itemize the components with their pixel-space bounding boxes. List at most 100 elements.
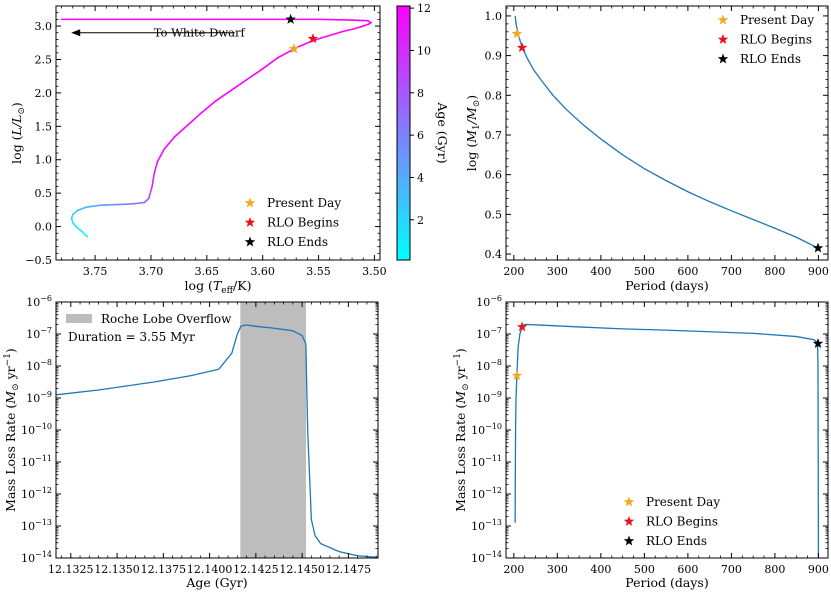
mdot-age-y-tick-label: 10−10: [21, 422, 52, 437]
hr-x-tick-label: 3.50: [362, 265, 387, 278]
mass-period-x-tick-label: 200: [503, 265, 524, 278]
hr-x-axis-label: log (Teff/K): [185, 278, 252, 296]
mdot-period-marker-rlo-ends: [812, 338, 824, 349]
mdot-period-x-tick-label: 900: [808, 563, 829, 576]
hr-track-segment: [362, 23, 370, 27]
mdot-period-ticks: 200 300 400 500 600 700 800 900 10−14 10−13 10−12 1…: [471, 294, 829, 576]
hr-y-tick-label: 2.5: [35, 53, 53, 66]
mdot-period-x-tick-label: 400: [590, 563, 611, 576]
hr-track-segment: [153, 160, 159, 174]
hr-x-tick-label: 3.75: [83, 265, 108, 278]
mdot-period-x-axis-label: Period (days): [625, 575, 708, 590]
hr-track-segment: [163, 136, 176, 150]
mass-period-ticks: 200 300 400 500 600 700 800 900 0.4 0.5 0.6 0.7 0.8 0…: [485, 6, 829, 278]
mdot-period-axes-frame: [505, 301, 829, 559]
mass-period-x-tick-label: 700: [721, 265, 742, 278]
mdot-age-y-tick-label: 10−6: [26, 294, 52, 309]
mdot-period-legend: Present Day RLO Begins RLO Ends: [623, 495, 720, 548]
age-colorbar-tick-label: 12: [417, 2, 431, 15]
mdot-period-x-tick-label: 200: [503, 563, 524, 576]
mdot-period-y-tick-label: 10−10: [471, 422, 502, 437]
mass-period-legend-rlo-begins-star: [717, 34, 729, 44]
hr-y-tick-label: 1.0: [35, 154, 53, 167]
hr-markers: [285, 13, 319, 54]
mdot-period-y-axis-label: Mass Loss Rate (M⊙ yr−1): [453, 348, 471, 512]
mass-period-legend-present-day-label: Present Day: [740, 13, 814, 27]
age-colorbar-ticks: 2 4 6 8 10 12: [410, 2, 431, 227]
hr-x-tick-label: 3.70: [139, 265, 164, 278]
mdot-period-y-tick-label: 10−8: [476, 358, 502, 373]
age-colorbar-tick-label: 4: [417, 171, 424, 184]
hr-track-segment: [132, 201, 146, 205]
mass-period-marker-rlo-begins: [516, 42, 528, 53]
mdot-period-y-tick-label: 10−13: [471, 518, 502, 533]
mass-period-legend-present-day-star: [717, 14, 729, 25]
mass-period-marker-rlo-ends: [812, 242, 824, 253]
hr-legend-present-day-label: Present Day: [267, 196, 341, 210]
mdot-age-y-tick-label: 10−12: [21, 486, 52, 501]
hr-marker-present-day: [288, 43, 300, 54]
hr-track-segment: [319, 33, 333, 39]
mdot-period-x-tick-label: 300: [547, 563, 568, 576]
mass-period-marker-present-day: [511, 28, 523, 39]
mdot-period-y-tick-label: 10−9: [476, 390, 502, 405]
hr-marker-rlo-ends: [285, 13, 296, 24]
mdot-period-y-tick-label: 10−12: [471, 486, 502, 501]
mdot-age-x-tick-label: 12.1400: [187, 563, 233, 576]
hr-track-segment: [156, 148, 166, 162]
hr-x-tick-label: 3.65: [195, 265, 220, 278]
hr-marker-rlo-begins: [307, 33, 319, 44]
hr-legend-rlo-ends-label: RLO Ends: [267, 235, 328, 249]
mass-period-y-tick-label: 0.5: [485, 208, 503, 221]
hr-track-segment: [71, 221, 77, 228]
hr-track-layer: [60, 18, 372, 238]
mdot-period-x-tick-label: 700: [721, 563, 742, 576]
mdot-age-x-tick-label: 12.1425: [233, 563, 279, 576]
hr-y-tick-label: 2.0: [35, 87, 53, 100]
mass-period-panel: 200 300 400 500 600 700 800 900 0.4 0.5 0.6 0.7 0.8 0…: [464, 5, 829, 293]
mdot-age-panel: 12.1325 12.1350 12.1375 12.1400 12.1425 12.14…: [3, 294, 379, 590]
age-colorbar-tick-label: 2: [417, 214, 424, 227]
mdot-period-marker-present-day: [511, 370, 523, 381]
hr-track-segment: [116, 203, 134, 206]
mdot-age-axes-frame: [55, 301, 379, 559]
hr-legend-rlo-begins-star: [244, 217, 256, 227]
mass-period-y-tick-label: 0.8: [485, 89, 503, 102]
hr-y-tick-label: 0.0: [35, 221, 53, 234]
hr-x-tick-label: 3.55: [306, 265, 331, 278]
mass-period-legend: Present Day RLO Begins RLO Ends: [717, 13, 814, 66]
mdot-period-y-tick-label: 10−11: [471, 454, 502, 469]
mass-period-line-layer: [514, 15, 819, 249]
hr-track-segment: [351, 19, 369, 22]
hr-track-segment: [187, 112, 203, 126]
mass-period-x-tick-label: 600: [677, 265, 698, 278]
mdot-period-x-tick-label: 800: [764, 563, 785, 576]
hr-track-segment: [261, 57, 279, 70]
mdot-age-x-tick-label: 12.1450: [279, 563, 325, 576]
mass-period-y-tick-label: 0.7: [485, 129, 503, 142]
mdot-age-y-axis-label: Mass Loss Rate (M⊙ yr−1): [3, 348, 21, 512]
mdot-age-y-tick-label: 10−7: [26, 326, 52, 341]
mass-period-x-tick-label: 500: [634, 265, 655, 278]
mass-period-series-line: [514, 15, 819, 249]
mdot-age-series-line: [56, 324, 378, 558]
mdot-period-x-tick-label: 600: [677, 563, 698, 576]
hr-ticks: 3.75 3.70 3.65 3.60 3.55 3.50 −0.5 0.0 0.5 1.0 1.5…: [25, 6, 387, 278]
mass-period-x-tick-label: 400: [590, 265, 611, 278]
hr-legend-rlo-begins-label: RLO Begins: [267, 216, 339, 230]
hr-track-segment: [143, 197, 150, 204]
age-colorbar-label: Age (Gyr): [435, 101, 450, 163]
hr-track-segment: [331, 30, 344, 36]
mdot-period-legend-rlo-ends-label: RLO Ends: [646, 534, 707, 548]
mdot-age-line-layer: [56, 324, 378, 558]
hr-track-segment: [173, 124, 189, 138]
hr-track-segment: [151, 172, 156, 188]
rlo-duration-annotation: Duration = 3.55 Myr: [68, 330, 195, 344]
hr-track-segment: [230, 78, 248, 92]
hr-legend-present-day-star: [244, 197, 256, 208]
mdot-period-x-tick-label: 500: [634, 563, 655, 576]
mass-period-axes-frame: [505, 5, 829, 261]
hr-y-tick-label: −0.5: [25, 254, 52, 267]
hr-track-segment: [297, 41, 311, 48]
